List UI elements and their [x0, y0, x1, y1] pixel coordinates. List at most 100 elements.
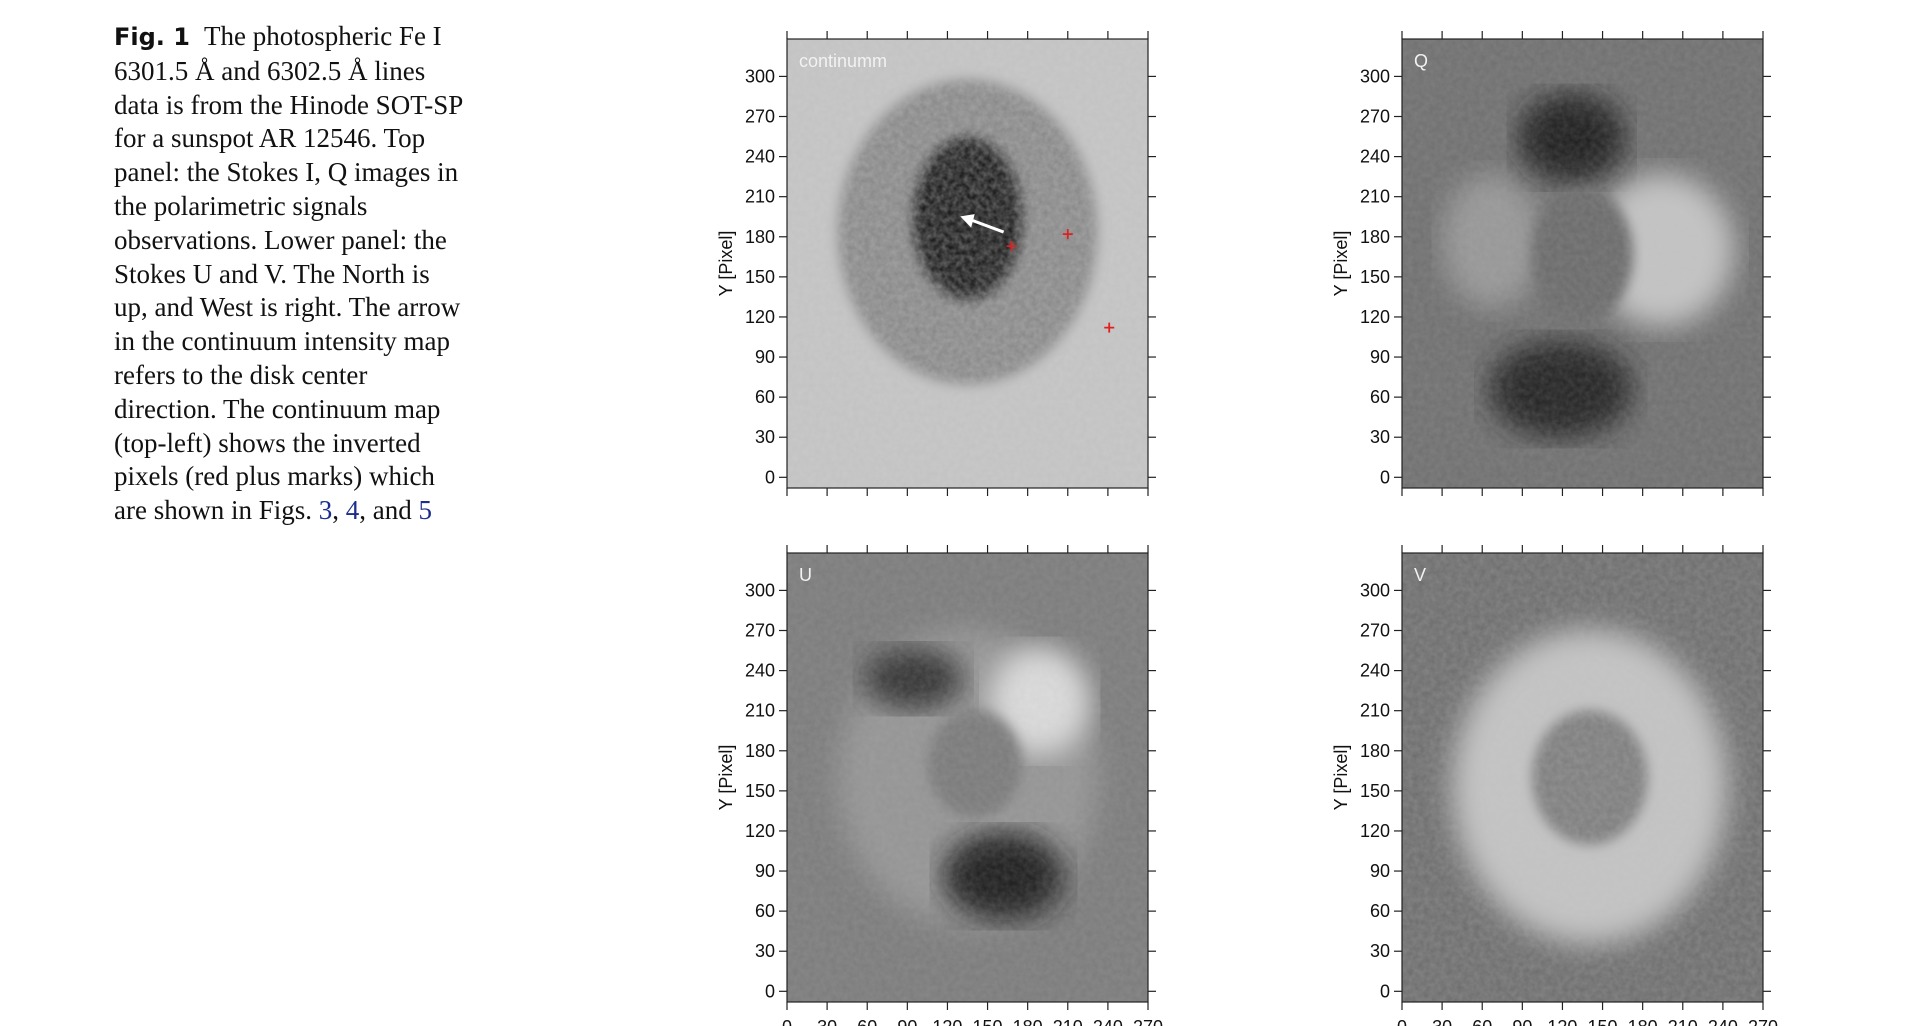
- y-tick-label: 150: [745, 267, 775, 287]
- x-tick-label: 60: [857, 1017, 877, 1026]
- y-axis-label: Y [Pixel]: [716, 745, 736, 811]
- panel-label: V: [1414, 565, 1426, 585]
- x-tick-label: 150: [973, 1017, 1003, 1026]
- y-tick-label: 300: [745, 580, 775, 600]
- caption-line: data is from the Hinode SOT-SP: [114, 89, 534, 123]
- caption-text: observations. Lower panel: the: [114, 224, 447, 255]
- x-tick-label: 30: [817, 1017, 837, 1026]
- caption-line: for a sunspot AR 12546. Top: [114, 122, 534, 156]
- y-tick-label: 60: [755, 387, 775, 407]
- y-tick-label: 210: [745, 701, 775, 721]
- caption-text: the polarimetric signals: [114, 190, 368, 221]
- grain: [1402, 553, 1763, 1002]
- x-tick-label: 270: [1133, 1017, 1163, 1026]
- y-tick-label: 90: [1370, 347, 1390, 367]
- frame: [1401, 552, 1764, 1003]
- figure-link[interactable]: 5: [418, 495, 432, 526]
- y-tick-label: 210: [745, 187, 775, 207]
- x-tick-label: 30: [1432, 1017, 1452, 1026]
- x-tick-label: 270: [1748, 1017, 1778, 1026]
- y-tick-label: 300: [1360, 66, 1390, 86]
- y-tick-label: 120: [745, 307, 775, 327]
- caption-line: 6301.5 Å and 6302.5 Å lines: [114, 55, 534, 89]
- caption-text: panel: the Stokes I, Q images in: [114, 157, 459, 188]
- x-tick-label: 60: [1472, 1017, 1492, 1026]
- figure-label: Fig. 1: [114, 23, 190, 51]
- inverted-pixel-marker: [1062, 229, 1073, 240]
- y-tick-label: 300: [1360, 580, 1390, 600]
- stokes-image: [1402, 553, 1763, 1002]
- y-tick-label: 180: [745, 227, 775, 247]
- caption-text: 6301.5 Å and 6302.5 Å lines: [114, 55, 426, 86]
- caption-text: The photospheric Fe I: [203, 21, 442, 51]
- figure-link[interactable]: 4: [345, 495, 360, 526]
- caption-line: Fig. 1 The photospheric Fe I: [114, 20, 534, 55]
- y-tick-label: 60: [1370, 901, 1390, 921]
- y-tick-label: 90: [1370, 861, 1390, 881]
- y-tick-label: 300: [745, 66, 775, 86]
- panel-label: Q: [1414, 51, 1428, 71]
- y-tick-label: 240: [745, 147, 775, 167]
- y-tick-label: 30: [755, 941, 775, 961]
- caption-line: pixels (red plus marks) which: [114, 460, 534, 494]
- y-axis-label: Y [Pixel]: [716, 231, 736, 297]
- y-tick-label: 180: [745, 741, 775, 761]
- caption-line: up, and West is right. The arrow: [114, 291, 534, 325]
- y-tick-label: 30: [1370, 941, 1390, 961]
- x-tick-label: 90: [1512, 1017, 1532, 1026]
- y-tick-label: 150: [1360, 781, 1390, 801]
- caption-text: data is from the Hinode SOT-SP: [114, 89, 464, 120]
- caption-text: , and: [359, 495, 419, 526]
- caption: Fig. 1 The photospheric Fe I 6301.5 Å and…: [114, 20, 534, 528]
- y-tick-label: 90: [755, 861, 775, 881]
- grain: [787, 553, 1148, 1002]
- x-tick-label: 120: [1547, 1017, 1577, 1026]
- stokes-image: [787, 553, 1148, 1002]
- frame: [786, 38, 1149, 489]
- caption-text: (top-left) shows the inverted: [114, 427, 421, 458]
- caption-line: observations. Lower panel: the: [114, 224, 534, 258]
- caption-line: in the continuum intensity map: [114, 325, 534, 359]
- panel-label: continumm: [799, 51, 887, 71]
- y-tick-label: 120: [1360, 821, 1390, 841]
- x-tick-label: 240: [1708, 1017, 1738, 1026]
- caption-line: Stokes U and V. The North is: [114, 258, 534, 292]
- y-tick-label: 0: [765, 981, 775, 1001]
- x-tick-label: 240: [1093, 1017, 1123, 1026]
- y-tick-label: 210: [1360, 701, 1390, 721]
- frame: [1401, 38, 1764, 489]
- y-tick-label: 60: [755, 901, 775, 921]
- y-tick-label: 180: [1360, 227, 1390, 247]
- grain: [787, 39, 1148, 488]
- caption-line: the polarimetric signals: [114, 190, 534, 224]
- y-tick-label: 240: [1360, 661, 1390, 681]
- y-tick-label: 270: [745, 621, 775, 641]
- x-tick-label: 0: [1397, 1017, 1407, 1026]
- caption-text: are shown in Figs.: [114, 495, 319, 526]
- inverted-pixel-marker: [1104, 322, 1115, 333]
- y-tick-label: 90: [755, 347, 775, 367]
- x-tick-label: 90: [897, 1017, 917, 1026]
- caption-text: pixels (red plus marks) which: [114, 461, 435, 492]
- arrow-head: [960, 214, 975, 228]
- y-axis-label: Y [Pixel]: [1331, 745, 1351, 811]
- x-tick-label: 180: [1013, 1017, 1043, 1026]
- stokes-image: [1402, 39, 1763, 488]
- y-tick-label: 30: [1370, 427, 1390, 447]
- figure-link[interactable]: 3: [318, 495, 333, 526]
- y-axis-label: Y [Pixel]: [1331, 231, 1351, 297]
- caption-text: refers to the disk center: [114, 359, 368, 390]
- x-tick-label: 0: [782, 1017, 792, 1026]
- y-tick-label: 240: [1360, 147, 1390, 167]
- y-tick-label: 180: [1360, 741, 1390, 761]
- y-tick-label: 240: [745, 661, 775, 681]
- y-tick-label: 270: [745, 107, 775, 127]
- stokes-image: [787, 39, 1148, 488]
- caption-text: ,: [332, 495, 346, 526]
- y-tick-label: 120: [1360, 307, 1390, 327]
- caption-text: Stokes U and V. The North is: [114, 258, 430, 289]
- caption-text: in the continuum intensity map: [114, 326, 450, 357]
- frame: [786, 552, 1149, 1003]
- y-tick-label: 270: [1360, 621, 1390, 641]
